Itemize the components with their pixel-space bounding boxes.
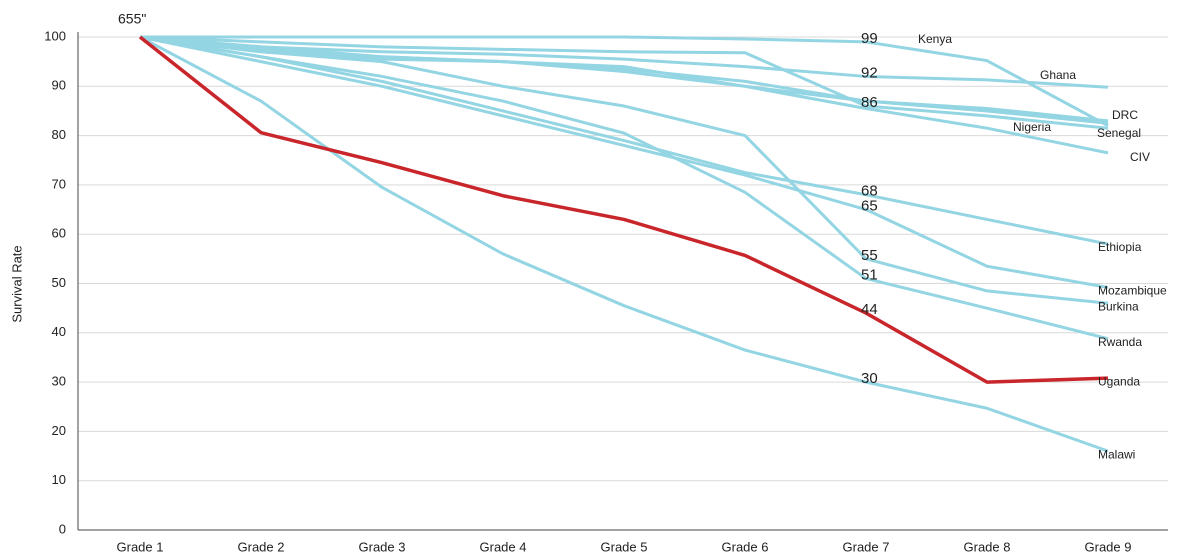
series-label: Nigeria	[1013, 120, 1051, 134]
y-tick-label: 80	[52, 127, 66, 142]
series-line	[139, 35, 1109, 246]
series-label: Ethiopia	[1098, 240, 1142, 254]
series-label: Senegal	[1097, 126, 1141, 140]
x-tick-label: Grade 2	[238, 539, 285, 554]
y-tick-label: 100	[44, 28, 66, 43]
series-line	[139, 35, 1109, 305]
series-line	[139, 35, 1109, 289]
y-tick-label: 50	[52, 275, 66, 290]
series-label: Uganda	[1098, 374, 1140, 388]
series-label: Kenya	[918, 32, 952, 46]
series-label: CIV	[1130, 150, 1150, 164]
annotation: 655"	[118, 11, 146, 27]
series-line	[139, 35, 1109, 123]
y-tick-label: 0	[59, 521, 66, 536]
series-label: Ghana	[1040, 68, 1076, 82]
series-label: Mozambique	[1098, 284, 1167, 298]
y-tick-label: 60	[52, 226, 66, 241]
y-tick-label: 30	[52, 374, 66, 389]
value-label: 55	[861, 247, 878, 264]
value-label: 30	[861, 370, 878, 387]
value-label: 44	[861, 301, 878, 318]
value-label: 99	[861, 30, 878, 47]
value-label: 51	[861, 267, 878, 284]
series-label: DRC	[1112, 108, 1138, 122]
x-tick-label: Grade 4	[480, 539, 527, 554]
x-tick-label: Grade 7	[843, 539, 890, 554]
series-label: Burkina	[1098, 299, 1139, 313]
x-tick-label: Grade 3	[359, 539, 406, 554]
y-tick-label: 10	[52, 472, 66, 487]
y-tick-label: 40	[52, 324, 66, 339]
series-line	[139, 35, 1109, 89]
x-tick-label: Grade 1	[117, 539, 164, 554]
series-line	[140, 35, 1109, 128]
y-tick-label: 90	[52, 78, 66, 93]
y-tick-label: 70	[52, 176, 66, 191]
series-line	[138, 35, 1109, 384]
series-line	[139, 35, 1109, 341]
x-tick-label: Grade 8	[964, 539, 1011, 554]
y-tick-label: 20	[52, 423, 66, 438]
x-tick-label: Grade 6	[722, 539, 769, 554]
value-label: 65	[861, 198, 878, 215]
series-label: Malawi	[1098, 447, 1135, 461]
series-line	[139, 35, 1109, 155]
x-tick-label: Grade 5	[601, 539, 648, 554]
series-label: Rwanda	[1098, 335, 1142, 349]
value-label: 68	[861, 183, 878, 200]
y-axis-label: Survival Rate	[9, 245, 24, 322]
series-line	[139, 35, 1109, 453]
value-label: 86	[861, 94, 878, 111]
x-tick-label: Grade 9	[1085, 539, 1132, 554]
value-label: 92	[861, 64, 878, 81]
series-line	[139, 35, 1109, 130]
